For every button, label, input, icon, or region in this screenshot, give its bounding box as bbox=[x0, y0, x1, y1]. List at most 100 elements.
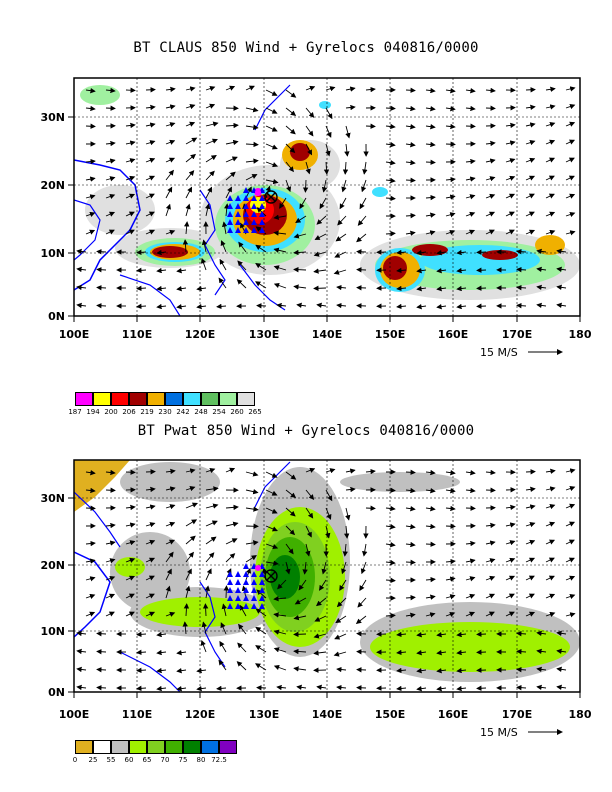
wind-arrow bbox=[305, 525, 312, 538]
wind-arrow bbox=[465, 229, 476, 235]
panel-2-map: 100E 110E 120E 130E 140E 150E 160E 170E … bbox=[40, 459, 592, 739]
wind-arrow bbox=[185, 519, 198, 527]
panel-1-xtick: 160E bbox=[438, 328, 468, 341]
wind-arrow bbox=[196, 285, 207, 292]
wind-arrow bbox=[245, 488, 259, 495]
gyre-location-marker bbox=[227, 203, 233, 209]
wind-arrow bbox=[525, 87, 536, 93]
wind-arrow bbox=[385, 177, 396, 184]
colorbar-swatch bbox=[219, 392, 237, 406]
panel-1-xtick: 150E bbox=[375, 328, 405, 341]
wind-arrow bbox=[276, 302, 287, 309]
colorbar-swatch bbox=[129, 392, 147, 406]
wind-arrow bbox=[525, 593, 535, 599]
wind-arrow bbox=[105, 558, 116, 564]
wind-arrow bbox=[220, 622, 227, 635]
wind-arrow bbox=[185, 170, 195, 181]
wind-arrow bbox=[285, 489, 297, 499]
wind-arrow bbox=[465, 558, 476, 564]
wind-arrow bbox=[176, 649, 187, 656]
wind-arrow bbox=[365, 468, 376, 475]
colorbar-swatch bbox=[75, 392, 93, 406]
wind-arrow bbox=[85, 105, 96, 112]
wind-arrow bbox=[525, 611, 536, 617]
wind-arrow bbox=[445, 594, 456, 600]
colorbar-swatch bbox=[111, 740, 129, 754]
panel-1-ytick: 30N bbox=[40, 111, 65, 124]
wind-arrow bbox=[105, 158, 116, 164]
wind-arrow bbox=[145, 557, 156, 563]
wind-arrow bbox=[445, 523, 456, 529]
wind-arrow bbox=[216, 303, 227, 310]
wind-arrow bbox=[255, 608, 267, 617]
wind-arrow bbox=[505, 158, 516, 164]
panel-1-map: 100E 110E 120E 130E 140E 150E 160E 170E … bbox=[40, 77, 592, 359]
panel-2-xtick: 150E bbox=[375, 708, 405, 721]
wind-arrow bbox=[265, 125, 278, 132]
wind-arrow bbox=[525, 486, 536, 493]
wind-arrow bbox=[556, 248, 567, 255]
gyre-location-marker bbox=[235, 603, 241, 609]
wind-arrow bbox=[516, 648, 527, 655]
wind-arrow bbox=[105, 522, 116, 529]
wind-arrow bbox=[416, 303, 427, 310]
wind-arrow bbox=[545, 539, 556, 545]
wind-arrow bbox=[536, 630, 547, 637]
wind-arrow bbox=[265, 471, 278, 478]
wind-arrow bbox=[485, 522, 496, 529]
wind-arrow bbox=[456, 303, 467, 310]
gyre-location-marker bbox=[259, 579, 265, 585]
wind-arrow bbox=[165, 203, 171, 217]
wind-arrow bbox=[245, 540, 259, 546]
wind-arrow bbox=[485, 611, 495, 617]
wind-arrow bbox=[465, 211, 476, 217]
wind-arrow bbox=[556, 284, 567, 291]
wind-arrow bbox=[256, 303, 267, 309]
wind-arrow bbox=[96, 303, 107, 309]
wind-arrow bbox=[445, 141, 456, 147]
wind-arrow bbox=[245, 506, 259, 512]
wind-arrow bbox=[545, 557, 555, 563]
wind-arrow bbox=[316, 302, 327, 309]
wind-arrow bbox=[105, 140, 116, 147]
wind-arrow bbox=[285, 543, 294, 555]
wind-arrow bbox=[225, 171, 236, 181]
wind-arrow bbox=[145, 522, 156, 528]
wind-arrow bbox=[85, 611, 96, 617]
wind-arrow bbox=[516, 684, 527, 691]
wind-arrow bbox=[525, 175, 536, 181]
wind-arrow bbox=[205, 520, 218, 527]
gyre-location-marker bbox=[227, 195, 233, 201]
wind-arrow bbox=[525, 211, 535, 217]
wind-arrow bbox=[525, 557, 536, 563]
wind-arrow bbox=[245, 174, 258, 181]
wind-arrow bbox=[255, 645, 267, 653]
wind-arrow bbox=[165, 611, 176, 617]
wind-arrow bbox=[316, 597, 327, 607]
wind-arrow bbox=[105, 575, 116, 581]
wind-arrow bbox=[145, 104, 156, 111]
wind-arrow bbox=[245, 555, 257, 563]
wind-arrow bbox=[445, 105, 456, 112]
wind-arrow bbox=[225, 467, 236, 473]
wind-arrow bbox=[239, 604, 247, 617]
wind-arrow bbox=[385, 541, 396, 548]
wind-arrow bbox=[485, 176, 496, 182]
wind-arrow bbox=[436, 303, 447, 310]
wind-arrow bbox=[536, 684, 547, 691]
colorbar-label: 72.5 bbox=[211, 756, 227, 764]
wind-arrow bbox=[76, 684, 87, 691]
wind-arrow bbox=[255, 663, 267, 671]
wind-arrow bbox=[525, 504, 536, 510]
wind-arrow bbox=[445, 87, 456, 94]
wind-arrow bbox=[545, 175, 555, 181]
wind-arrow bbox=[145, 211, 155, 217]
wind-arrow bbox=[225, 538, 238, 545]
wind-arrow bbox=[205, 155, 217, 163]
gyre-location-marker bbox=[251, 227, 257, 233]
colorbar-swatch bbox=[237, 392, 255, 406]
wind-arrow bbox=[185, 568, 192, 581]
wind-arrow bbox=[85, 87, 96, 94]
wind-arrow bbox=[205, 138, 218, 145]
panel-2-xtick: 130E bbox=[249, 708, 279, 721]
